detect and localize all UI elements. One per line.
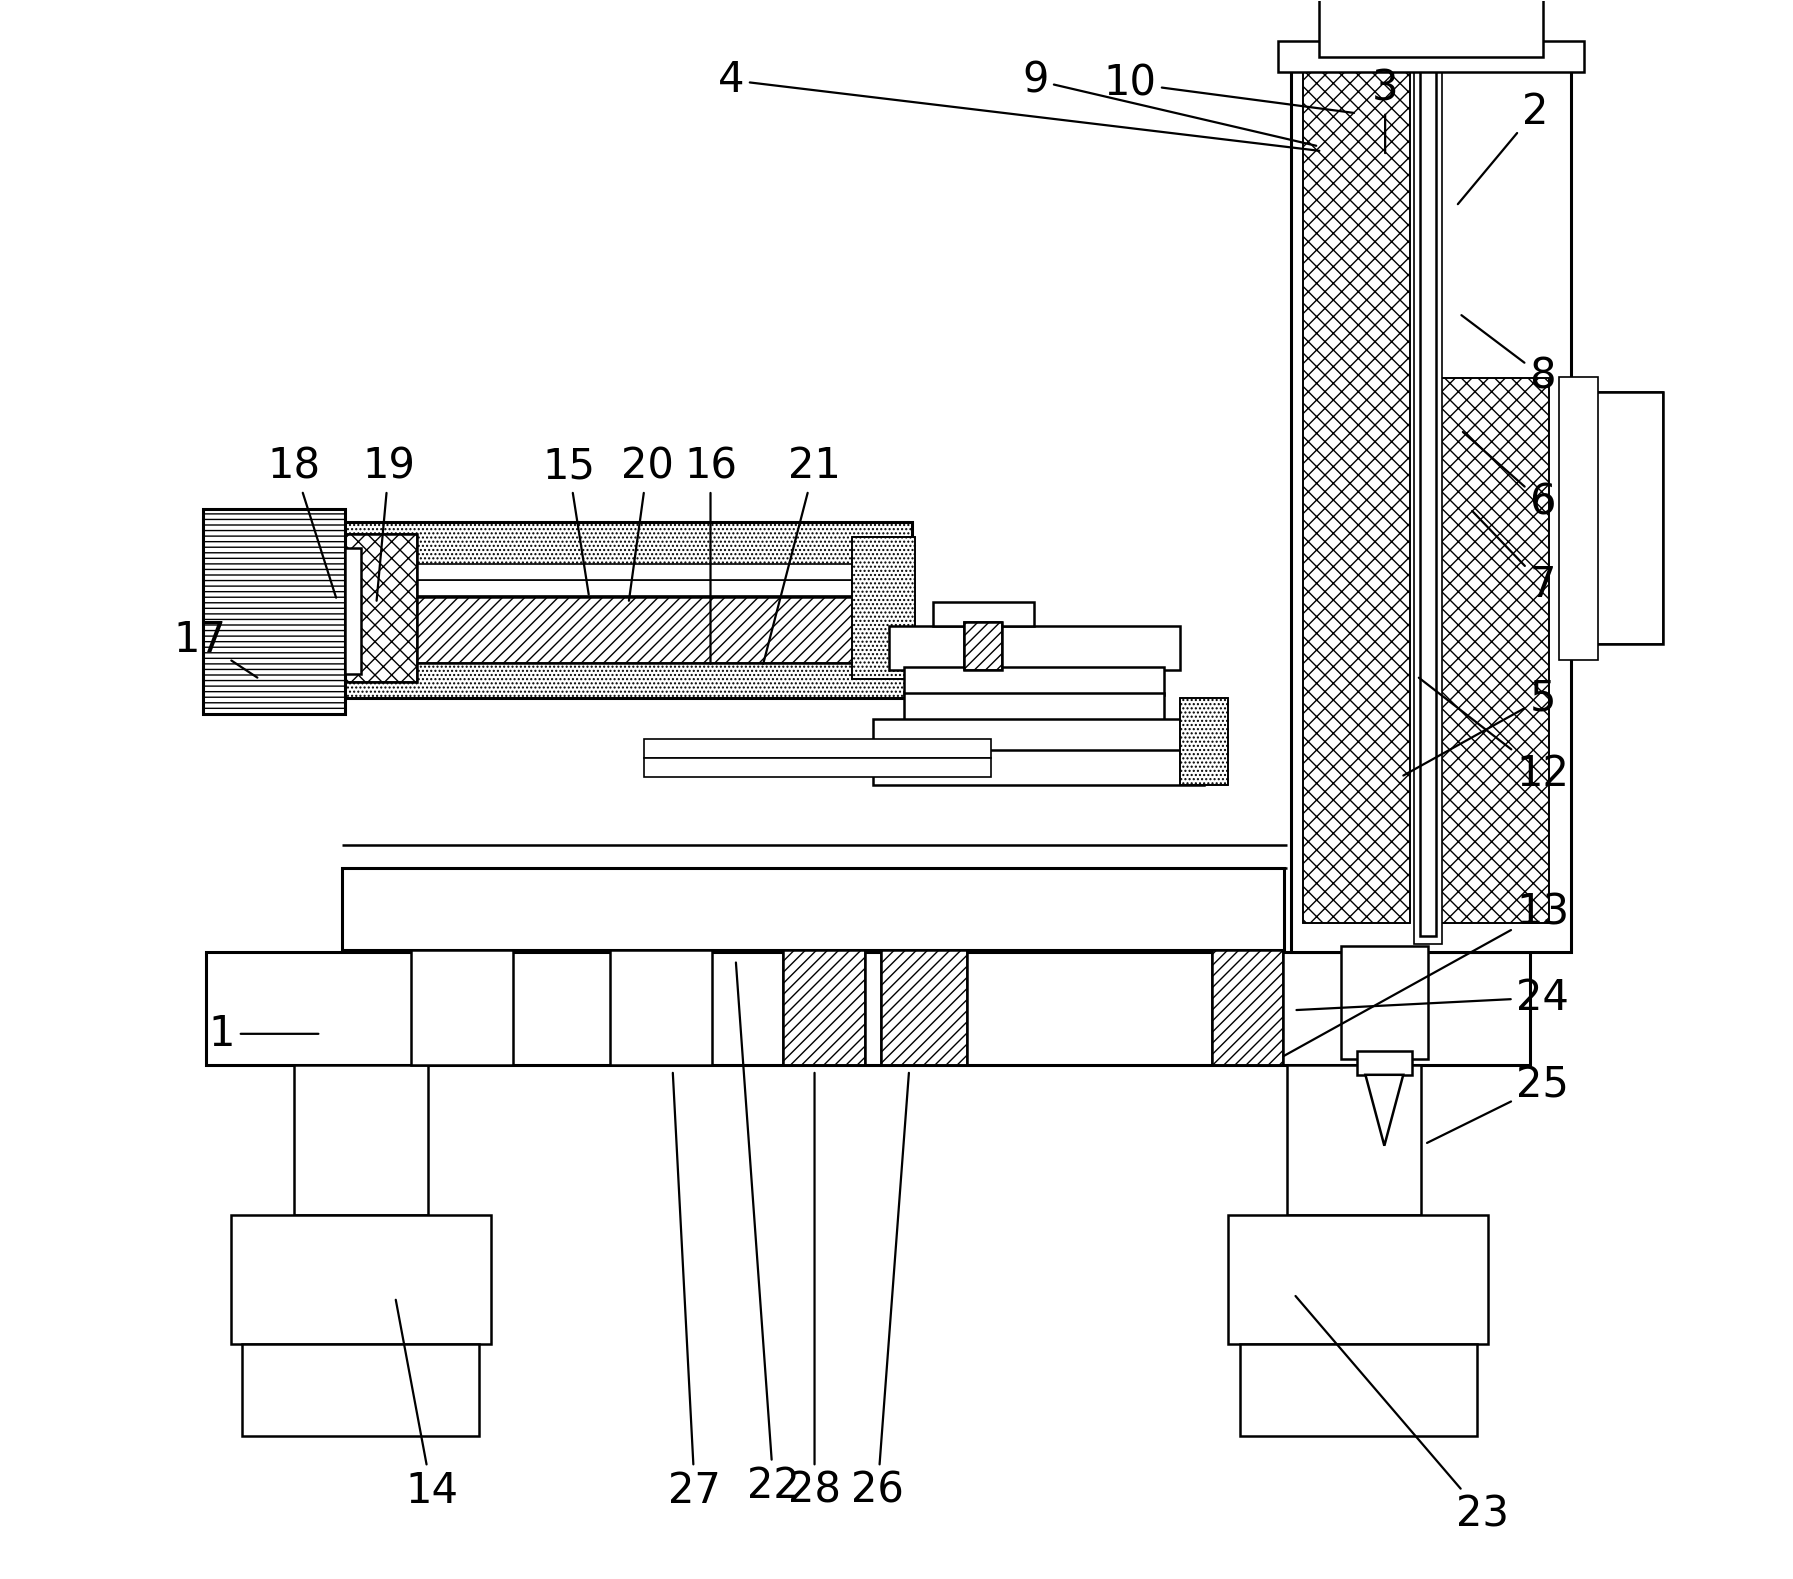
Bar bbox=[407, 597, 900, 663]
Bar bbox=[1320, 0, 1542, 57]
Text: 10: 10 bbox=[1103, 62, 1354, 114]
Bar bbox=[203, 508, 344, 714]
Bar bbox=[339, 534, 418, 682]
Text: 8: 8 bbox=[1461, 316, 1556, 398]
Text: 12: 12 bbox=[1418, 677, 1569, 794]
Bar bbox=[1304, 63, 1411, 924]
Bar bbox=[342, 868, 1284, 951]
Bar bbox=[342, 521, 913, 698]
Bar bbox=[1436, 377, 1549, 924]
Bar bbox=[242, 1344, 479, 1435]
Bar bbox=[294, 1066, 429, 1216]
Bar bbox=[231, 1216, 491, 1344]
Bar bbox=[407, 579, 900, 595]
Text: 16: 16 bbox=[683, 445, 737, 663]
Bar bbox=[1287, 1066, 1422, 1216]
Bar bbox=[411, 951, 513, 1066]
Bar bbox=[889, 625, 1180, 669]
Bar bbox=[203, 508, 344, 714]
Bar bbox=[965, 622, 1002, 669]
Bar bbox=[1180, 698, 1228, 785]
Text: 22: 22 bbox=[735, 963, 800, 1508]
Bar bbox=[904, 693, 1164, 722]
Text: 4: 4 bbox=[717, 58, 1320, 152]
Bar bbox=[342, 521, 913, 698]
Polygon shape bbox=[1366, 1075, 1404, 1146]
Text: 26: 26 bbox=[852, 1072, 909, 1513]
Text: 2: 2 bbox=[1458, 90, 1547, 204]
Bar bbox=[1278, 41, 1583, 73]
Text: 14: 14 bbox=[396, 1300, 457, 1513]
Text: 18: 18 bbox=[267, 445, 335, 598]
Text: 24: 24 bbox=[1296, 976, 1569, 1018]
Bar bbox=[873, 718, 1203, 753]
Bar bbox=[1212, 951, 1282, 1066]
Text: 23: 23 bbox=[1296, 1296, 1510, 1535]
Text: 9: 9 bbox=[1022, 58, 1316, 145]
Bar bbox=[1436, 377, 1549, 924]
Text: 7: 7 bbox=[1472, 512, 1556, 606]
Bar bbox=[1341, 946, 1427, 1060]
Bar bbox=[1571, 392, 1662, 644]
Bar bbox=[880, 951, 968, 1066]
Bar bbox=[1571, 392, 1662, 644]
Bar bbox=[852, 537, 916, 679]
Bar bbox=[1180, 698, 1228, 785]
Bar bbox=[206, 952, 1529, 1066]
Bar bbox=[610, 951, 712, 1066]
Text: 17: 17 bbox=[174, 619, 258, 677]
Text: 25: 25 bbox=[1427, 1064, 1569, 1143]
Text: 19: 19 bbox=[362, 445, 416, 600]
Bar bbox=[1420, 57, 1436, 936]
Bar bbox=[1212, 951, 1282, 1066]
Bar bbox=[784, 951, 864, 1066]
Text: 28: 28 bbox=[789, 1072, 841, 1513]
Text: 1: 1 bbox=[208, 1012, 319, 1055]
Bar bbox=[644, 739, 992, 758]
Text: 15: 15 bbox=[541, 445, 595, 594]
Text: 27: 27 bbox=[669, 1072, 721, 1513]
Text: 6: 6 bbox=[1463, 433, 1556, 524]
Bar bbox=[784, 951, 864, 1066]
Text: 5: 5 bbox=[1404, 677, 1556, 775]
Text: 21: 21 bbox=[764, 445, 841, 663]
Bar bbox=[1413, 65, 1442, 944]
Bar bbox=[644, 758, 992, 777]
Bar bbox=[880, 951, 968, 1066]
Text: 13: 13 bbox=[1284, 892, 1569, 1056]
Bar bbox=[1558, 376, 1598, 660]
Bar bbox=[1228, 1216, 1488, 1344]
Bar bbox=[932, 602, 1033, 625]
Bar bbox=[873, 750, 1203, 785]
Bar bbox=[344, 548, 360, 674]
Bar bbox=[852, 537, 916, 679]
Text: 20: 20 bbox=[620, 445, 674, 600]
Bar bbox=[965, 622, 1002, 669]
Bar bbox=[1304, 63, 1411, 924]
Bar bbox=[407, 597, 900, 663]
Bar bbox=[339, 534, 418, 682]
Bar bbox=[1357, 1052, 1411, 1075]
Bar bbox=[1291, 57, 1571, 952]
Text: 3: 3 bbox=[1372, 66, 1399, 153]
Bar bbox=[904, 666, 1164, 695]
Bar bbox=[407, 564, 900, 579]
Bar bbox=[1241, 1344, 1477, 1435]
